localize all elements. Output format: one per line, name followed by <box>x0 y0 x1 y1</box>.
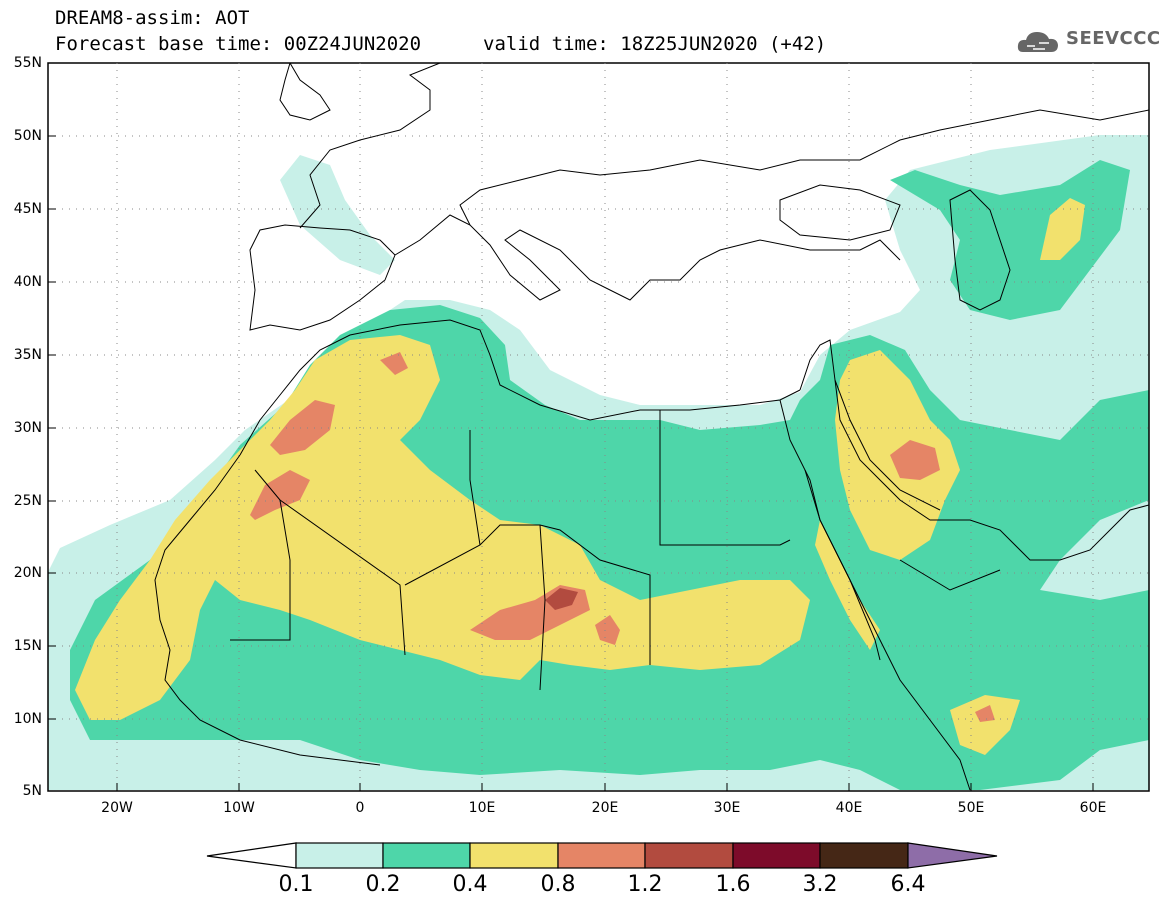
colorbar-bin-01-02 <box>295 842 384 869</box>
lon-label-0: 0 <box>355 800 365 816</box>
lat-label-25n: 25N <box>13 493 42 509</box>
lat-label-20n: 20N <box>13 565 42 581</box>
colorbar-bin-04-08 <box>469 842 559 869</box>
colorbar-low-arrow <box>206 842 297 869</box>
colorbar-bin-08-12 <box>557 842 646 869</box>
aot-contour-08e <box>595 615 620 645</box>
aot-contour-08a <box>270 400 335 455</box>
aot-contour-08b <box>250 470 310 520</box>
lat-label-40n: 40N <box>13 274 42 290</box>
lat-label-35n: 35N <box>13 347 42 363</box>
title-line-2: Forecast base time: 00Z24JUN2020 <box>55 33 422 55</box>
lat-ticks <box>48 62 56 792</box>
aot-contour-08f <box>890 440 940 480</box>
lon-label-20e: 20E <box>591 800 619 816</box>
colorbar-bin-32-64 <box>819 842 909 869</box>
lat-label-50n: 50N <box>13 128 42 144</box>
cloud-icon <box>1017 32 1058 52</box>
plot-frame <box>47 62 1150 792</box>
lon-label-40e: 40E <box>835 800 863 816</box>
lat-label-30n: 30N <box>13 420 42 436</box>
colorbar <box>206 842 998 869</box>
aot-contour-04c <box>950 695 1020 755</box>
lon-label-10w: 10W <box>223 800 255 816</box>
aot-contour-08g <box>975 705 995 722</box>
colorbar-label-1-6: 1.6 <box>715 872 751 897</box>
aot-contour-12 <box>545 588 578 610</box>
aot-contour-08c <box>380 352 408 375</box>
lon-label-30e: 30E <box>713 800 741 816</box>
lat-label-5n: 5N <box>22 783 42 799</box>
colorbar-bin-02-04 <box>382 842 471 869</box>
colorbar-label-0-2: 0.2 <box>365 872 401 897</box>
title-line-1: DREAM8-assim: AOT <box>55 7 250 29</box>
lon-label-60e: 60E <box>1079 800 1107 816</box>
lon-label-50e: 50E <box>957 800 985 816</box>
coastlines <box>154 63 1149 791</box>
lon-ticks <box>116 783 1094 791</box>
colorbar-label-1-2: 1.2 <box>627 872 663 897</box>
aot-contour-04e <box>815 520 880 650</box>
colorbar-label-6-4: 6.4 <box>890 872 926 897</box>
lat-label-10n: 10N <box>13 711 42 727</box>
colorbar-label-0-8: 0.8 <box>540 872 576 897</box>
logo-text: SEEVCCC <box>1066 28 1161 49</box>
colorbar-label-3-2: 3.2 <box>802 872 838 897</box>
colorbar-high-arrow <box>907 842 998 869</box>
lon-label-20w: 20W <box>101 800 133 816</box>
colorbar-label-0-4: 0.4 <box>452 872 488 897</box>
colorbar-bin-16-32 <box>732 842 821 869</box>
aot-contour-04 <box>75 335 810 720</box>
aot-contour-04d <box>1040 198 1085 260</box>
colorbar-label-0-1: 0.1 <box>278 872 314 897</box>
gridlines <box>48 63 1149 791</box>
valid-time: valid time: 18Z25JUN2020 (+42) <box>483 33 827 55</box>
aot-field <box>48 135 1149 790</box>
aot-contour-01b <box>280 155 395 275</box>
lat-label-55n: 55N <box>13 55 42 71</box>
lat-label-45n: 45N <box>13 201 42 217</box>
lon-label-10e: 10E <box>468 800 496 816</box>
lat-label-15n: 15N <box>13 638 42 654</box>
colorbar-bin-12-16 <box>644 842 734 869</box>
